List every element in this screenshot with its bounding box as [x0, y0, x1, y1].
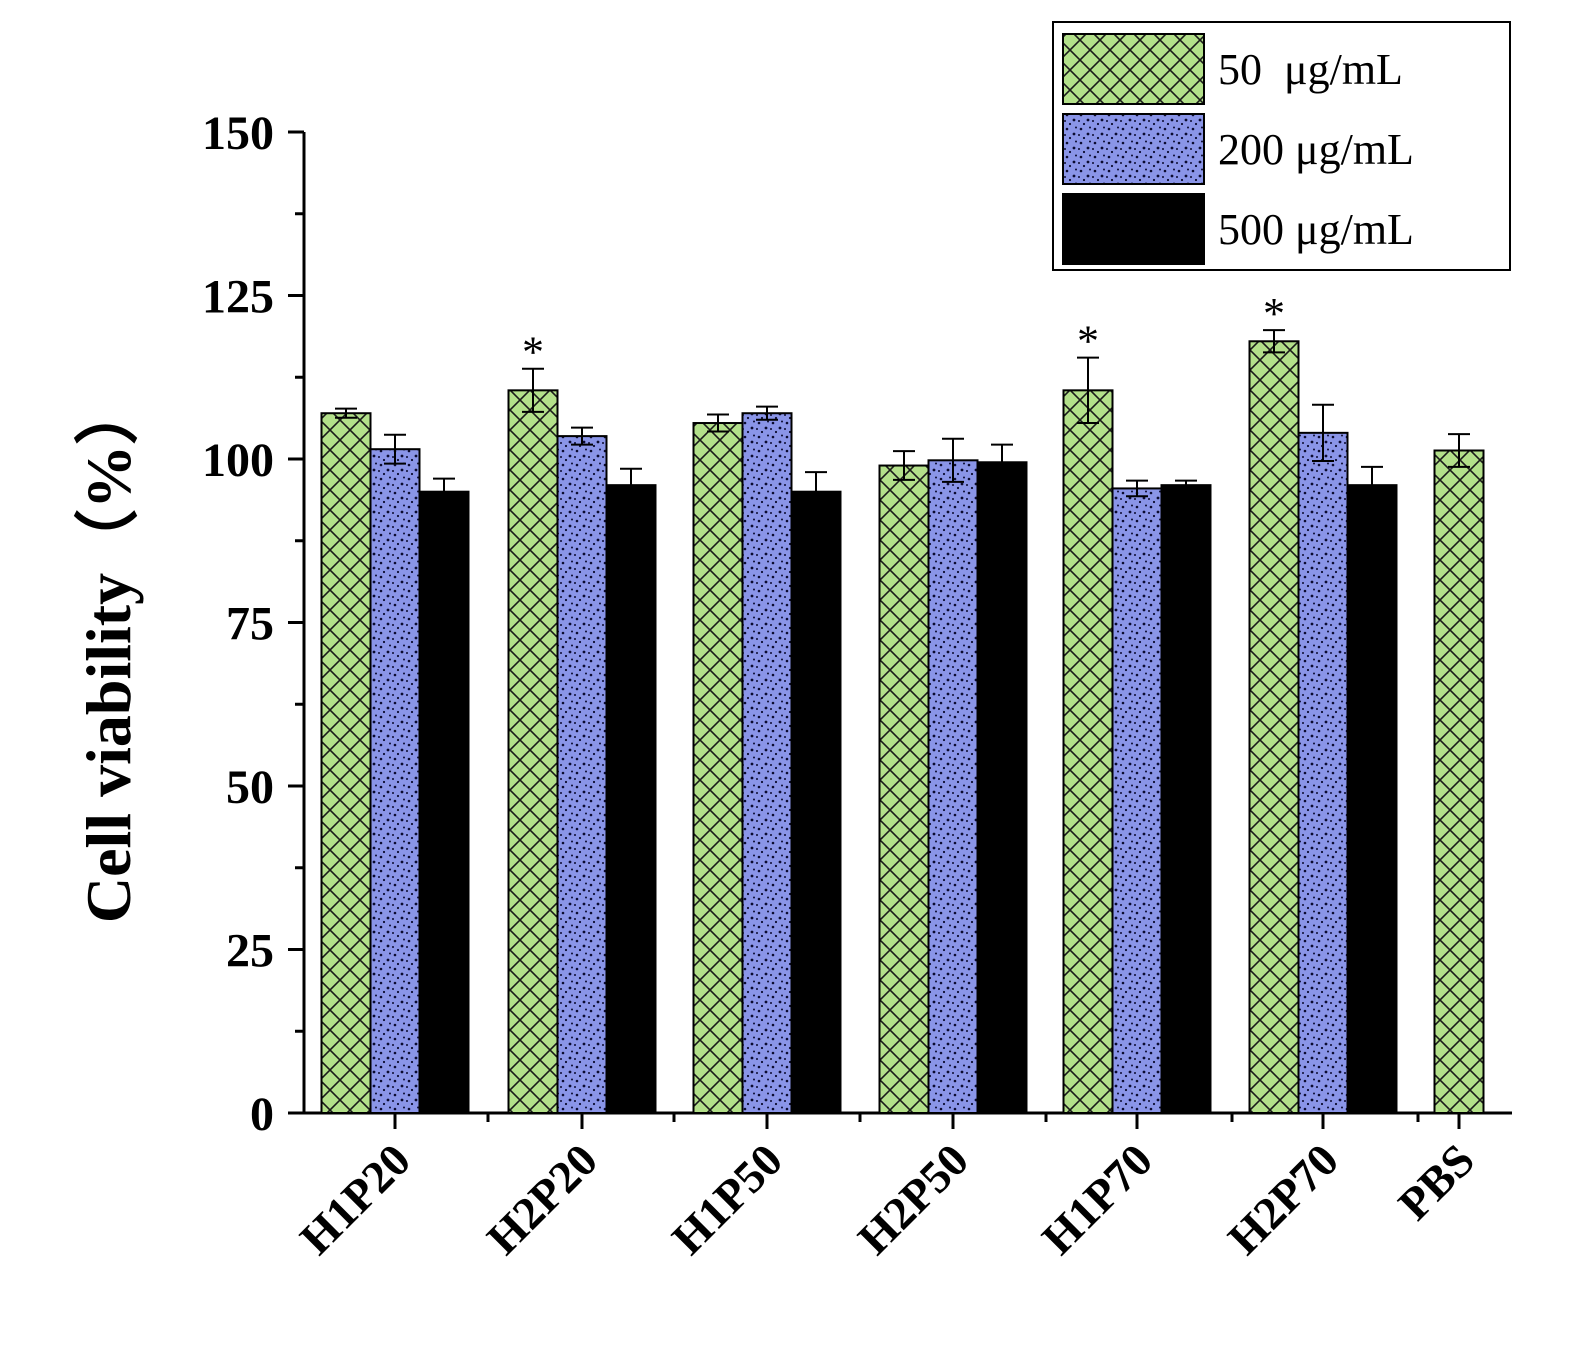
y-tick-labels: 0 25 50 75 100 125 150	[202, 107, 274, 1141]
bar-H2P70-series-0	[1248, 340, 1300, 1114]
x-category-label: H1P50	[662, 1134, 792, 1264]
y-tick-label: 0	[250, 1088, 274, 1141]
x-category-label: PBS	[1388, 1134, 1484, 1230]
legend-swatch-2	[1062, 193, 1205, 265]
x-category-label: H1P20	[290, 1134, 420, 1264]
legend-swatch-1	[1062, 113, 1205, 185]
bar-H1P70-series-2	[1160, 484, 1212, 1115]
bar-H2P50-series-0	[878, 464, 930, 1115]
bar-H2P50-series-2	[976, 461, 1028, 1114]
legend-swatch-0	[1062, 33, 1205, 105]
significance-star: *	[1077, 317, 1099, 366]
x-category-label: H1P70	[1032, 1134, 1162, 1264]
y-axis-title: Cell viability（%）	[73, 381, 144, 923]
bar-H1P70-series-0	[1062, 389, 1114, 1114]
y-tick-label: 75	[226, 598, 274, 651]
bar-H1P20-series-0	[320, 412, 372, 1115]
bar-H2P20-series-0	[507, 389, 559, 1114]
bar-H2P70-series-1	[1297, 431, 1349, 1114]
bars-group	[320, 340, 1485, 1115]
bar-H2P20-series-2	[605, 484, 657, 1115]
legend-label-2: 500 μg/mL	[1218, 205, 1414, 254]
bar-H1P50-series-0	[692, 422, 744, 1114]
legend: 50 μg/mL 200 μg/mL 500 μg/mL	[1052, 21, 1511, 271]
x-category-label: H2P20	[477, 1134, 607, 1264]
x-category-label: H2P50	[848, 1134, 978, 1264]
x-category-label: H2P70	[1218, 1134, 1348, 1264]
y-tick-label: 50	[226, 761, 274, 814]
legend-label-1: 200 μg/mL	[1218, 125, 1414, 174]
x-category-labels: H1P20 H2P20 H1P50 H2P50 H1P70 H2P70 PBS	[290, 1134, 1484, 1264]
y-tick-label: 25	[226, 925, 274, 978]
significance-star: *	[522, 328, 544, 377]
bar-PBS-series-0	[1433, 449, 1485, 1114]
bar-H1P50-series-2	[790, 490, 842, 1114]
bar-H1P20-series-1	[369, 448, 421, 1114]
bar-H2P20-series-1	[556, 435, 608, 1114]
bar-H2P70-series-2	[1346, 484, 1398, 1115]
error-bars-group	[335, 329, 1470, 513]
significance-star: *	[1263, 289, 1285, 338]
y-tick-label: 125	[202, 271, 274, 324]
y-tick-label: 150	[202, 107, 274, 160]
bar-H2P50-series-1	[927, 459, 979, 1115]
bar-H1P50-series-1	[741, 412, 793, 1115]
y-tick-label: 100	[202, 434, 274, 487]
significance-markers: * * *	[522, 289, 1285, 377]
legend-label-0: 50 μg/mL	[1218, 45, 1403, 94]
bar-H1P70-series-1	[1111, 487, 1163, 1114]
bar-H1P20-series-2	[418, 490, 470, 1114]
